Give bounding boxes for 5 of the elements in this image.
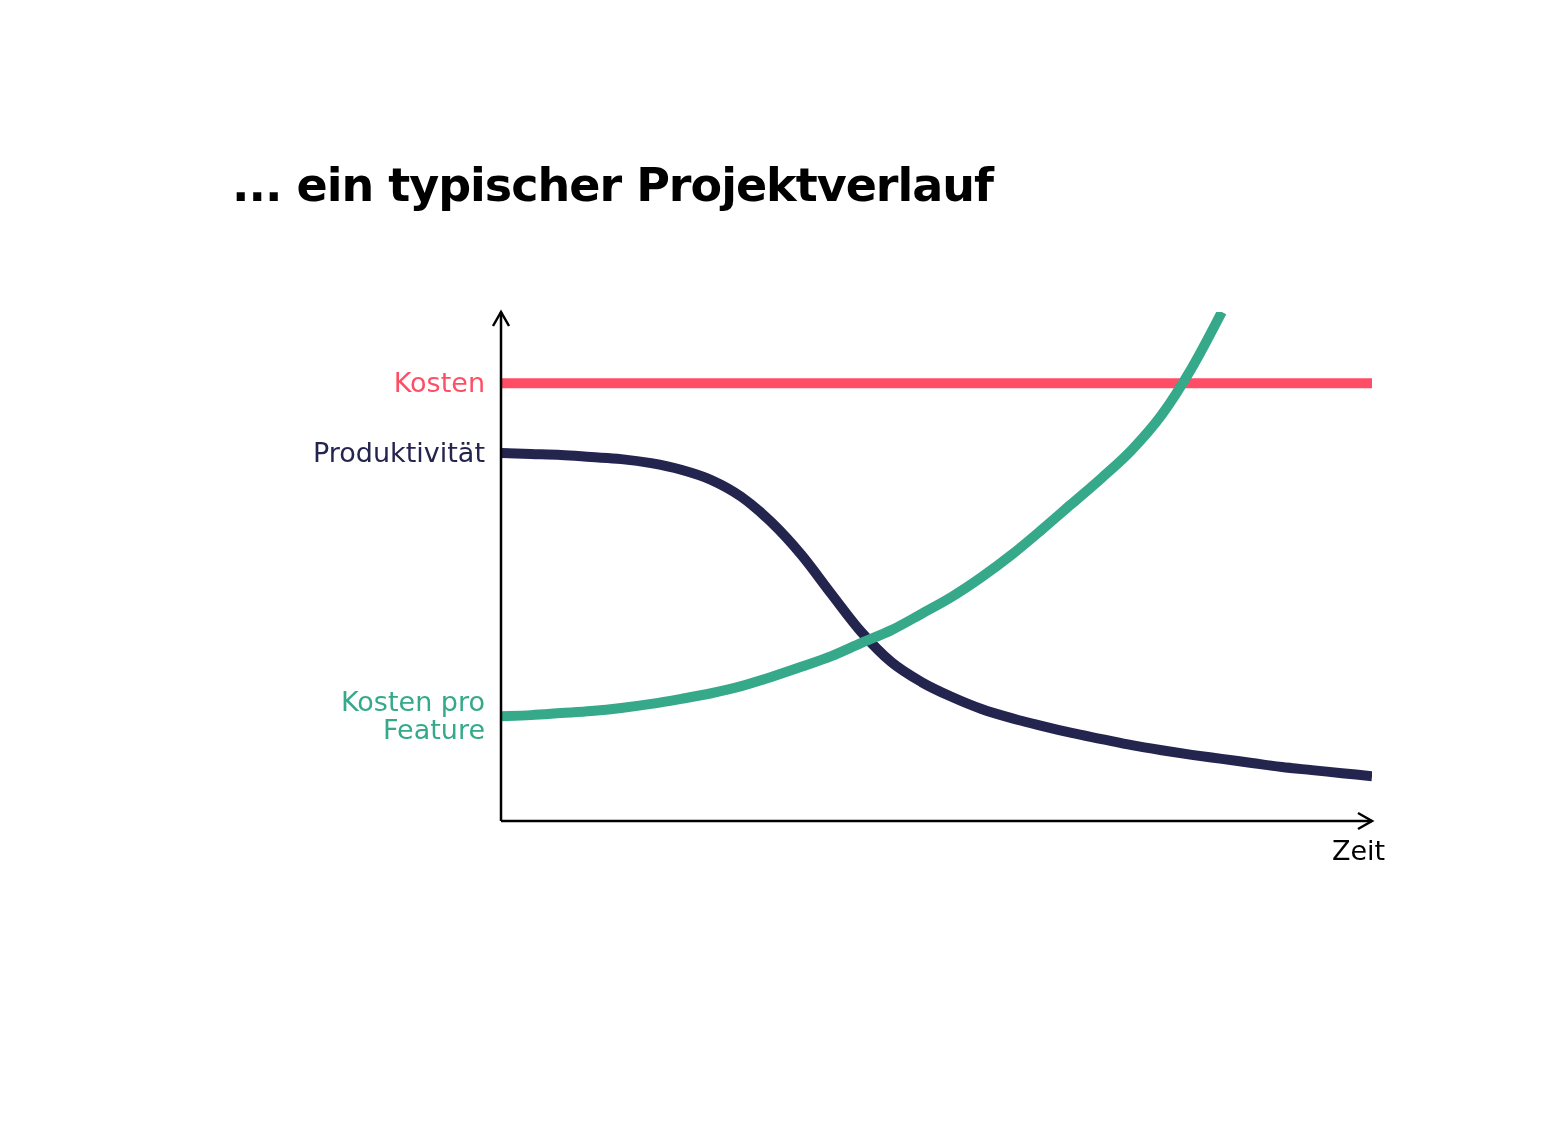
series-label: Produktivität <box>312 436 485 468</box>
series-label: Kosten <box>392 367 485 399</box>
x-axis-title: Zeit <box>1332 835 1386 866</box>
chart-title: ... ein typischer Projektverlauf <box>232 158 994 212</box>
series-label: Kosten pro Feature <box>340 686 485 746</box>
